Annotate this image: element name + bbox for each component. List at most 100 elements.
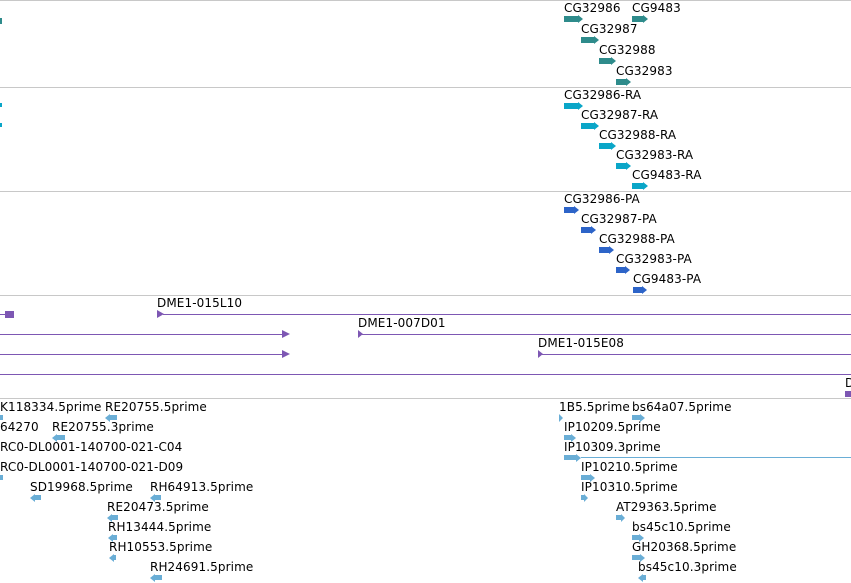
est-label[interactable]: RE20755.3prime bbox=[52, 420, 154, 434]
protein-glyph[interactable] bbox=[633, 287, 642, 293]
strand-arrow-icon bbox=[578, 102, 583, 110]
strand-arrow-icon bbox=[576, 454, 581, 462]
clone-glyph-end[interactable] bbox=[845, 391, 851, 397]
est-glyph[interactable] bbox=[155, 575, 162, 580]
est-glyph[interactable] bbox=[581, 475, 590, 480]
est-glyph[interactable] bbox=[113, 535, 117, 540]
est-glyph[interactable] bbox=[632, 415, 640, 420]
gene-label[interactable]: CG32987 bbox=[581, 22, 638, 36]
est-glyph[interactable] bbox=[57, 435, 65, 440]
est-label[interactable]: RH10553.5prime bbox=[109, 540, 213, 554]
transcript-label[interactable]: CG32983-RA bbox=[616, 148, 694, 162]
transcript-glyph[interactable] bbox=[581, 123, 594, 129]
est-label[interactable]: K118334.5prime bbox=[0, 400, 102, 414]
transcript-glyph-edge[interactable] bbox=[0, 123, 2, 127]
est-glyph[interactable] bbox=[632, 555, 640, 560]
est-glyph[interactable] bbox=[35, 495, 41, 500]
est-label[interactable]: RH64913.5prime bbox=[150, 480, 254, 494]
est-label[interactable]: RH13444.5prime bbox=[108, 520, 212, 534]
transcript-glyph[interactable] bbox=[632, 183, 643, 189]
transcript-label[interactable]: CG32986-RA bbox=[564, 88, 642, 102]
est-glyph[interactable] bbox=[632, 535, 639, 540]
est-label[interactable]: SD19968.5prime bbox=[30, 480, 133, 494]
clone-line[interactable] bbox=[542, 354, 851, 355]
protein-label[interactable]: CG9483-PA bbox=[633, 272, 702, 286]
protein-label[interactable]: CG32986-PA bbox=[564, 192, 640, 206]
transcript-label[interactable]: CG9483-RA bbox=[632, 168, 702, 182]
strand-arrow-left-icon bbox=[638, 574, 643, 582]
clone-line[interactable] bbox=[0, 374, 851, 375]
est-track: K118334.5prime RE20755.5prime 64270 RE20… bbox=[0, 398, 851, 583]
transcript-glyph[interactable] bbox=[564, 103, 578, 109]
est-label[interactable]: IP10209.5prime bbox=[564, 420, 661, 434]
est-glyph[interactable] bbox=[643, 575, 646, 580]
transcript-label[interactable]: CG32987-RA bbox=[581, 108, 659, 122]
est-label[interactable]: RE20473.5prime bbox=[107, 500, 209, 514]
gene-glyph[interactable] bbox=[564, 16, 578, 22]
gene-glyph-edge[interactable] bbox=[0, 18, 2, 24]
est-glyph[interactable] bbox=[0, 415, 3, 420]
transcript-glyph-edge[interactable] bbox=[0, 103, 2, 107]
clone-line[interactable] bbox=[362, 334, 851, 335]
gene-glyph[interactable] bbox=[599, 58, 611, 64]
strand-arrow-left-icon bbox=[30, 494, 35, 502]
gene-label[interactable]: CG32988 bbox=[599, 43, 656, 57]
track-separator bbox=[0, 398, 851, 399]
clone-line[interactable] bbox=[0, 354, 284, 355]
est-label[interactable]: IP10309.3prime bbox=[564, 440, 661, 454]
protein-track: CG32986-PA CG32987-PA CG32988-PA CG32983… bbox=[0, 191, 851, 295]
gene-glyph[interactable] bbox=[632, 16, 643, 22]
strand-arrow-left-icon bbox=[107, 514, 112, 522]
est-glyph[interactable] bbox=[113, 555, 116, 560]
protein-label[interactable]: CG32988-PA bbox=[599, 232, 675, 246]
est-glyph[interactable] bbox=[112, 515, 118, 520]
transcript-glyph[interactable] bbox=[599, 143, 611, 149]
clone-label[interactable]: DME1-015L10 bbox=[157, 296, 243, 310]
protein-label[interactable]: CG32987-PA bbox=[581, 212, 657, 226]
clone-line[interactable] bbox=[0, 334, 284, 335]
clone-label[interactable]: DME1-007D01 bbox=[358, 316, 446, 330]
est-label[interactable]: IP10210.5prime bbox=[581, 460, 678, 474]
protein-glyph[interactable] bbox=[599, 247, 609, 253]
strand-arrow-icon bbox=[639, 534, 644, 542]
gene-label[interactable]: CG9483 bbox=[632, 1, 681, 15]
est-label[interactable]: IP10310.5prime bbox=[581, 480, 678, 494]
gene-label[interactable]: CG32986 bbox=[564, 1, 621, 15]
est-intron-line[interactable] bbox=[581, 457, 851, 458]
clone-line[interactable] bbox=[163, 314, 851, 315]
protein-glyph[interactable] bbox=[564, 207, 574, 213]
est-label[interactable]: RE20755.5prime bbox=[105, 400, 207, 414]
transcript-glyph[interactable] bbox=[616, 163, 626, 169]
gene-glyph[interactable] bbox=[616, 79, 626, 85]
est-glyph[interactable] bbox=[616, 515, 621, 520]
clone-glyph-end[interactable] bbox=[5, 311, 14, 318]
est-label[interactable]: RH24691.5prime bbox=[150, 560, 254, 574]
transcript-label[interactable]: CG32988-RA bbox=[599, 128, 677, 142]
est-label[interactable]: bs45c10.3prime bbox=[638, 560, 737, 574]
est-label[interactable]: bs45c10.5prime bbox=[632, 520, 731, 534]
clone-line[interactable] bbox=[0, 314, 6, 315]
est-label[interactable]: RC0-DL0001-140700-021-D09 bbox=[0, 460, 184, 474]
protein-glyph[interactable] bbox=[581, 227, 591, 233]
est-glyph[interactable] bbox=[155, 495, 161, 500]
est-label[interactable]: GH20368.5prime bbox=[632, 540, 737, 554]
strand-arrow-icon bbox=[574, 206, 579, 214]
protein-glyph[interactable] bbox=[616, 267, 625, 273]
clone-label[interactable]: D bbox=[845, 376, 851, 390]
est-label[interactable]: AT29363.5prime bbox=[616, 500, 717, 514]
est-glyph[interactable] bbox=[564, 455, 576, 460]
est-label[interactable]: bs64a07.5prime bbox=[632, 400, 732, 414]
est-glyph[interactable] bbox=[0, 475, 3, 480]
est-glyph[interactable] bbox=[564, 435, 571, 440]
gene-label[interactable]: CG32983 bbox=[616, 64, 673, 78]
clone-label[interactable]: DME1-015E08 bbox=[538, 336, 624, 350]
est-glyph[interactable] bbox=[581, 495, 584, 500]
transcript-track: CG32986-RA CG32987-RA CG32988-RA CG32983… bbox=[0, 87, 851, 191]
gene-glyph[interactable] bbox=[581, 37, 594, 43]
est-label[interactable]: 1B5.5prime bbox=[559, 400, 630, 414]
est-glyph[interactable] bbox=[110, 415, 117, 420]
protein-label[interactable]: CG32983-PA bbox=[616, 252, 692, 266]
clone-start-arrow-icon bbox=[157, 310, 164, 318]
est-label[interactable]: 64270 bbox=[0, 420, 39, 434]
est-label[interactable]: RC0-DL0001-140700-021-C04 bbox=[0, 440, 183, 454]
